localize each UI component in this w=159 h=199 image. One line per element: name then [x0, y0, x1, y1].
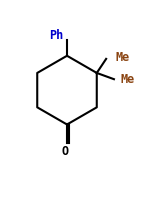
Text: Me: Me [115, 51, 130, 64]
Text: O: O [62, 144, 69, 158]
Text: Ph: Ph [49, 29, 63, 42]
Text: Me: Me [120, 73, 135, 86]
